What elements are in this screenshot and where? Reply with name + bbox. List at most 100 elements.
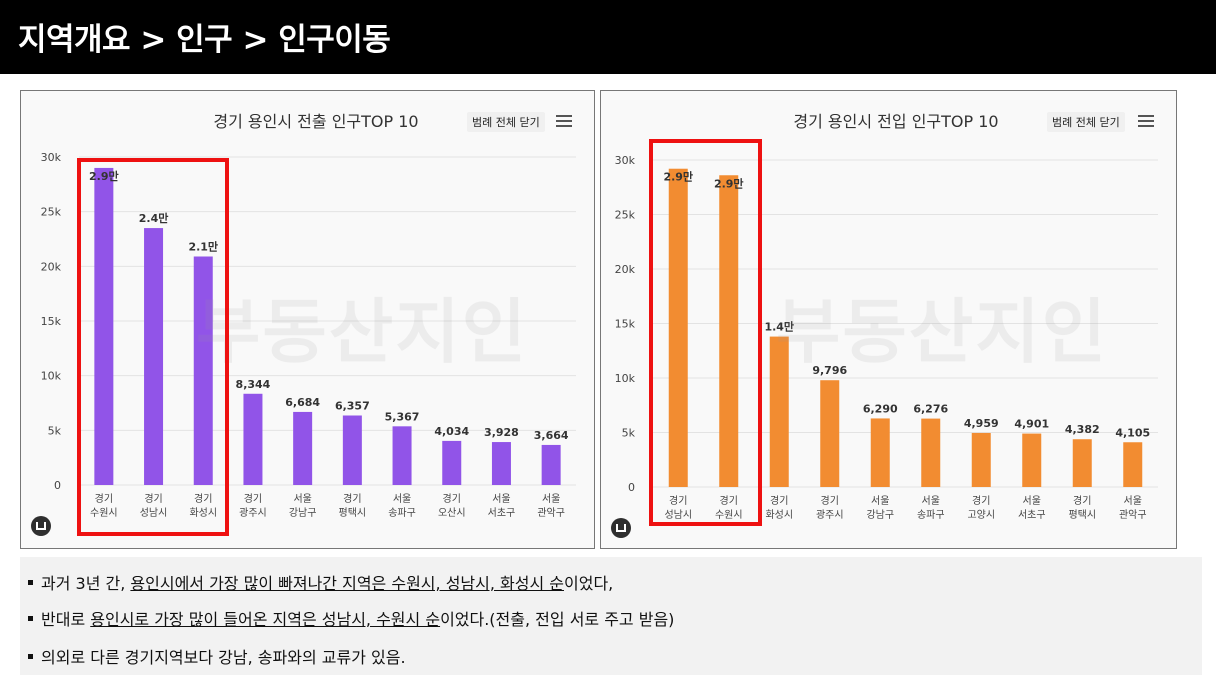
x-tick-label: 송파구: [917, 509, 945, 521]
watermark: 부동산지인: [196, 291, 528, 373]
bar[interactable]: [144, 228, 164, 486]
x-tick-label: 화성시: [189, 507, 217, 519]
x-tick-label: 화성시: [765, 509, 793, 521]
x-tick-label: 관악구: [537, 507, 565, 519]
bar[interactable]: [971, 432, 991, 487]
x-tick-label: 수원시: [90, 507, 118, 519]
data-label: 2.9만: [663, 170, 693, 184]
x-tick-label: 평택시: [339, 507, 367, 519]
x-tick-label: 경기: [821, 494, 839, 507]
logo-icon: [611, 518, 631, 538]
y-tick-label: 30k: [41, 151, 62, 164]
bar[interactable]: [1072, 439, 1092, 487]
y-tick-label: 25k: [41, 206, 62, 219]
x-tick-label: 경기: [669, 494, 687, 507]
bar[interactable]: [1123, 442, 1143, 487]
data-label: 2.9만: [89, 169, 119, 183]
x-tick-label: 서울: [393, 493, 411, 505]
x-tick-label: 수원시: [715, 509, 743, 521]
highlight-box: [77, 158, 229, 536]
page-title: 지역개요 > 인구 > 인구이동: [18, 22, 391, 58]
x-tick-label: 서울: [1124, 495, 1142, 507]
y-tick-label: 10k: [41, 370, 62, 383]
x-tick-label: 서울: [1023, 495, 1041, 507]
x-tick-label: 성남시: [664, 509, 692, 521]
y-tick-label: 15k: [41, 315, 62, 328]
x-tick-label: 경기: [443, 492, 461, 505]
data-label: 4,959: [964, 417, 999, 430]
x-tick-label: 서울: [293, 493, 311, 505]
data-label: 2.4만: [139, 211, 169, 225]
x-tick-label: 관악구: [1119, 509, 1147, 521]
bar[interactable]: [820, 380, 840, 487]
data-label: 8,344: [236, 378, 271, 391]
bar[interactable]: [293, 411, 313, 485]
watermark: 부동산지인: [776, 291, 1108, 373]
bar[interactable]: [541, 444, 561, 485]
x-tick-label: 경기: [1073, 494, 1091, 507]
y-tick-label: 5k: [48, 424, 62, 437]
data-label: 6,276: [913, 403, 948, 416]
y-tick-label: 0: [54, 479, 61, 492]
bar[interactable]: [491, 442, 511, 485]
data-label: 4,382: [1065, 423, 1100, 436]
y-tick-label: 15k: [615, 318, 636, 331]
menu-icon[interactable]: [556, 115, 572, 128]
note-item: 과거 3년 간, 용인시에서 가장 많이 빠져나간 지역은 수원시, 성남시, …: [28, 570, 613, 594]
x-tick-label: 서울: [922, 495, 940, 507]
note-item: 반대로 용인시로 가장 많이 들어온 지역은 성남시, 수원시 순이었다.(전출…: [28, 606, 674, 630]
chart-panel-inflow: 0 5k 10k 15k 20k 25k 30k 2.9만 경기 성남시 2.9만 경기 수원시 1.4만…: [600, 90, 1177, 549]
x-tick-label: 경기: [343, 492, 361, 505]
x-tick-label: 강남구: [289, 507, 317, 519]
x-tick-label: 경기: [972, 494, 990, 507]
bar[interactable]: [668, 168, 688, 487]
bar[interactable]: [870, 418, 890, 487]
data-label: 3,928: [484, 426, 519, 439]
x-tick-label: 경기: [194, 492, 212, 505]
bar[interactable]: [193, 256, 213, 485]
x-tick-label: 강남구: [866, 509, 894, 521]
x-tick-label: 송파구: [388, 507, 416, 519]
bar[interactable]: [769, 336, 789, 487]
x-tick-label: 경기: [95, 492, 113, 505]
y-tick-label: 5k: [622, 427, 636, 440]
x-tick-label: 경기: [144, 492, 162, 505]
page-header: 지역개요 > 인구 > 인구이동: [0, 0, 1216, 74]
legend-toggle-button[interactable]: 범례 전체 닫기: [467, 112, 545, 132]
x-tick-label: 경기: [244, 492, 262, 505]
bar[interactable]: [243, 393, 263, 485]
x-tick-label: 경기: [720, 494, 738, 507]
x-tick-label: 서초구: [488, 507, 516, 519]
menu-icon[interactable]: [1138, 115, 1154, 128]
x-tick-label: 광주시: [239, 507, 267, 519]
data-label: 6,290: [863, 402, 898, 415]
data-label: 6,684: [285, 396, 320, 409]
bar[interactable]: [392, 426, 412, 485]
legend-toggle-button[interactable]: 범례 전체 닫기: [1047, 112, 1125, 132]
y-tick-label: 25k: [615, 209, 636, 222]
summary-notes: 과거 3년 간, 용인시에서 가장 많이 빠져나간 지역은 수원시, 성남시, …: [20, 557, 1202, 675]
bar[interactable]: [442, 440, 462, 485]
highlight-box: [649, 139, 762, 526]
bar[interactable]: [719, 175, 739, 487]
x-tick-label: 광주시: [816, 509, 844, 521]
y-tick-label: 10k: [615, 372, 636, 385]
x-tick-label: 고양시: [967, 509, 995, 521]
x-tick-label: 성남시: [140, 507, 168, 519]
y-tick-label: 30k: [615, 154, 636, 167]
x-tick-label: 경기: [770, 494, 788, 507]
x-tick-label: 서울: [492, 493, 510, 505]
bar[interactable]: [342, 415, 362, 485]
bar[interactable]: [94, 167, 114, 485]
bar[interactable]: [921, 418, 941, 487]
data-label: 2.9만: [714, 176, 744, 190]
data-label: 9,796: [812, 364, 847, 377]
note-item: 의외로 다른 경기지역보다 강남, 송파와의 교류가 있음.: [28, 644, 406, 668]
data-label: 4,901: [1014, 418, 1049, 431]
bar[interactable]: [1022, 433, 1042, 487]
chart-panel-outflow: 0 5k 10k 15k 20k 25k 30k 2.9만 경기 수원시 2.4만 경기 성남시 2.1만…: [20, 90, 595, 549]
x-tick-label: 서초구: [1018, 509, 1046, 521]
y-tick-label: 0: [628, 481, 635, 494]
logo-icon: [31, 516, 51, 536]
